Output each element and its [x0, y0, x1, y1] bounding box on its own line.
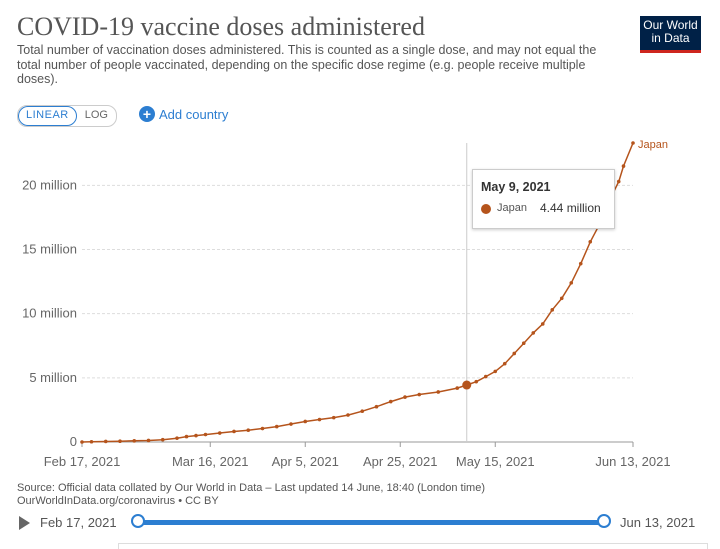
data-point — [160, 437, 165, 442]
bottom-tab-bar — [118, 543, 708, 549]
y-tick-label: 10 million — [22, 306, 77, 321]
series-label: Japan — [638, 139, 668, 151]
data-point — [260, 426, 265, 431]
data-point — [540, 322, 545, 326]
highlight-point — [462, 380, 472, 390]
linear-scale-button[interactable]: LINEAR — [18, 106, 77, 126]
y-tick-label: 20 million — [22, 177, 77, 192]
data-point — [417, 392, 422, 397]
data-point — [550, 308, 555, 312]
line-chart[interactable]: 0 5 million 10 million 15 million 20 million… — [0, 130, 720, 475]
x-tick-label: Jun 13, 2021 — [595, 454, 670, 469]
data-point — [89, 439, 94, 444]
data-point — [132, 439, 137, 443]
data-point — [80, 440, 84, 444]
data-point — [217, 431, 222, 435]
chart-subtitle: Total number of vaccination doses admini… — [17, 43, 597, 86]
data-point — [569, 281, 574, 285]
data-point — [616, 179, 621, 184]
data-point — [559, 296, 564, 301]
y-tick-label: 0 — [70, 434, 77, 449]
add-country-label: Add country — [159, 106, 229, 122]
data-point — [455, 386, 460, 390]
data-point — [303, 419, 308, 424]
timeline-end-handle[interactable] — [597, 514, 611, 528]
gridlines — [82, 184, 633, 379]
tooltip-series-name: Japan — [497, 202, 527, 214]
timeline-start-label: Feb 17, 2021 — [40, 515, 117, 530]
tooltip: May 9, 2021 Japan 4.44 million — [472, 169, 615, 229]
x-tick-label: Apr 25, 2021 — [363, 454, 437, 469]
timeline-track[interactable] — [138, 520, 604, 525]
y-axis-ticks: 0 5 million 10 million 15 million 20 million — [22, 177, 77, 449]
logo-line-1: Our World — [643, 18, 698, 32]
x-tick-label: May 15, 2021 — [456, 454, 535, 469]
chart-title: COVID-19 vaccine doses administered — [17, 12, 425, 41]
source-line-2[interactable]: OurWorldInData.org/coronavirus • CC BY — [17, 495, 219, 507]
data-point — [331, 415, 336, 420]
x-tick-label: Feb 17, 2021 — [44, 454, 121, 469]
data-point — [621, 164, 626, 168]
data-point — [502, 361, 507, 366]
data-point — [512, 351, 517, 356]
data-point — [360, 409, 365, 414]
data-point — [588, 240, 593, 244]
tooltip-date: May 9, 2021 — [481, 180, 551, 194]
add-country-button[interactable]: + Add country — [139, 106, 228, 122]
data-point — [184, 434, 189, 439]
data-point — [175, 436, 179, 440]
data-point — [436, 390, 441, 394]
y-tick-label: 5 million — [29, 370, 77, 385]
data-point — [474, 379, 479, 384]
data-point — [246, 428, 251, 432]
data-point — [521, 341, 526, 345]
data-point — [118, 439, 122, 444]
tooltip-value: 4.44 million — [540, 201, 601, 215]
x-tick-label: Apr 5, 2021 — [272, 454, 339, 469]
log-scale-button[interactable]: LOG — [84, 109, 108, 121]
data-point — [146, 438, 151, 443]
data-point — [531, 331, 536, 335]
owid-logo[interactable]: Our World in Data — [640, 16, 701, 53]
data-point — [493, 369, 498, 374]
data-point — [578, 261, 583, 266]
source-line-1: Source: Official data collated by Our Wo… — [17, 482, 485, 494]
data-point — [374, 404, 379, 409]
data-point — [289, 422, 293, 426]
data-point — [483, 374, 488, 379]
data-point — [346, 413, 350, 417]
data-point — [631, 141, 635, 145]
x-axis: Feb 17, 2021 Mar 16, 2021 Apr 5, 2021 Apr 2… — [44, 441, 671, 469]
timeline-end-label: Jun 13, 2021 — [620, 515, 696, 530]
x-tick-label: Mar 16, 2021 — [172, 454, 249, 469]
data-point — [403, 395, 407, 399]
timeline: Feb 17, 2021 Jun 13, 2021 — [0, 510, 720, 538]
source-note: Source: Official data collated by Our Wo… — [17, 482, 485, 508]
data-point — [194, 433, 198, 438]
data-point — [388, 399, 393, 404]
scale-toggle: LINEAR LOG — [17, 105, 117, 127]
data-point — [232, 429, 236, 434]
data-point — [274, 424, 279, 429]
logo-line-2: in Data — [651, 31, 690, 45]
timeline-start-handle[interactable] — [131, 514, 145, 528]
data-point — [317, 417, 322, 422]
tooltip-series-dot — [481, 204, 491, 214]
data-point — [103, 439, 108, 444]
data-point — [203, 432, 208, 437]
plus-icon: + — [139, 106, 155, 122]
play-icon[interactable] — [19, 516, 30, 530]
y-tick-label: 15 million — [22, 242, 77, 257]
